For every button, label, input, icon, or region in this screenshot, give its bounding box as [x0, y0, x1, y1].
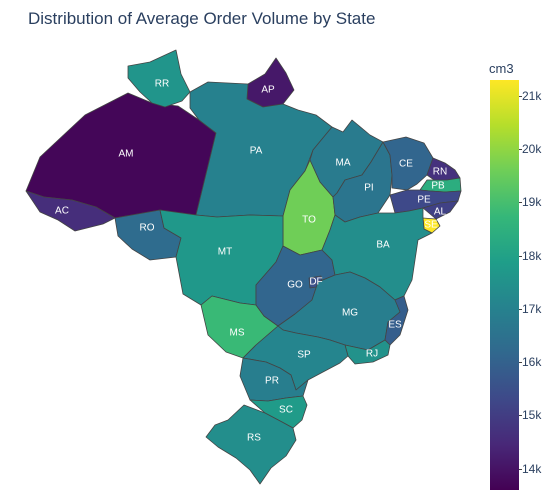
state-RJ[interactable]: [344, 339, 391, 365]
colorbar-tick-label: 16k: [522, 355, 542, 370]
colorbar-tick-label: 14k: [522, 461, 542, 476]
state-CE[interactable]: [382, 136, 434, 191]
chart-title: Distribution of Average Order Volume by …: [28, 9, 376, 28]
colorbar-tickmark: [519, 95, 522, 97]
colorbar-tick-label: 17k: [522, 301, 542, 316]
colorbar-tickmark: [519, 149, 522, 151]
colorbar-tick-label: 19k: [522, 195, 542, 210]
colorbar-tick-label: 20k: [522, 142, 542, 157]
colorbar-tickmark: [519, 362, 522, 364]
colorbar-tickmark: [519, 415, 522, 417]
state-PB[interactable]: [419, 177, 462, 193]
colorbar-title: cm3: [489, 61, 514, 76]
colorbar-tick-label: 21k: [522, 88, 542, 103]
colorbar-tickmark: [519, 468, 522, 470]
state-AC[interactable]: [25, 190, 116, 232]
state-AP[interactable]: [246, 57, 295, 108]
colorbar: [490, 80, 519, 490]
colorbar-tickmark: [519, 202, 522, 204]
state-RS[interactable]: [205, 404, 297, 485]
state-BA[interactable]: [321, 207, 433, 301]
colorbar-tick-label: 18k: [522, 248, 542, 263]
colorbar-tick-label: 15k: [522, 408, 542, 423]
state-RR[interactable]: [127, 49, 191, 108]
state-PA[interactable]: [189, 81, 333, 218]
colorbar-tickmark: [519, 255, 522, 257]
colorbar-tickmark: [519, 308, 522, 310]
state-AL[interactable]: [422, 200, 459, 220]
